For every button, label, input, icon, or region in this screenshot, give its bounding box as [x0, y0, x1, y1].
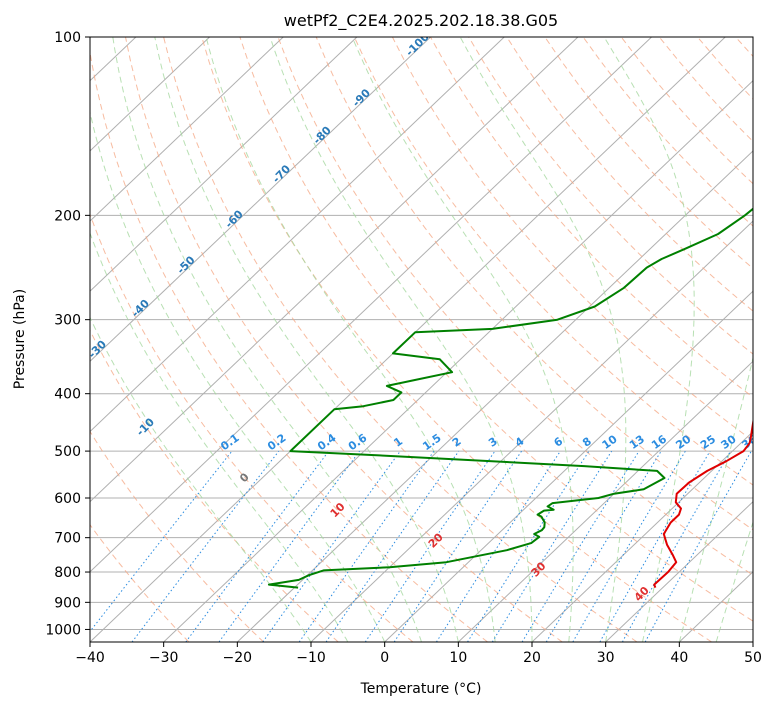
isotherm	[384, 290, 753, 642]
y-tick-label: 900	[54, 595, 81, 611]
dewpoint-profile-line	[267, 207, 753, 589]
isotherm	[90, 37, 579, 503]
dry-adiabat	[430, 37, 753, 398]
y-tick-label: 100	[54, 30, 81, 46]
x-axis-label: Temperature (°C)	[360, 681, 482, 697]
moist-adiabat	[205, 37, 496, 642]
isotherm	[90, 37, 505, 433]
mixing-ratio-line	[218, 450, 361, 642]
y-tick-label: 600	[54, 491, 81, 507]
x-axis: −40 −30 −20 −10 0 10 20 30 40 50	[75, 642, 762, 666]
mixing-ratio-line	[298, 450, 435, 642]
moist-adiabat	[154, 37, 459, 642]
mixing-ratio-line	[364, 450, 496, 642]
y-axis-label: Pressure (hPa)	[12, 289, 28, 389]
isotherm	[236, 150, 753, 642]
y-axis: 100 200 300 400 500 600 700 800 900 1000	[45, 30, 90, 638]
isotherm	[90, 37, 652, 573]
moist-adiabat	[459, 37, 627, 642]
x-tick-label: 0	[380, 650, 389, 666]
dry-adiabat	[391, 37, 753, 442]
moist-adiabat	[603, 37, 695, 642]
mixing-ratio-line	[621, 450, 732, 642]
plot-area	[90, 37, 753, 642]
y-tick-label: 200	[54, 208, 81, 224]
mixing-ratio-line	[467, 450, 590, 642]
x-tick-label: −40	[75, 650, 105, 666]
plot-frame	[89, 36, 754, 643]
temperature-profile-line	[653, 417, 753, 588]
dry-adiabat	[163, 37, 638, 642]
y-tick-label: 400	[54, 387, 81, 403]
moist-adiabat	[90, 316, 312, 642]
x-tick-label: −20	[223, 650, 253, 666]
moist-adiabat	[678, 355, 753, 642]
dry-adiabat	[201, 37, 712, 642]
x-tick-label: 50	[744, 650, 762, 666]
chart-title: wetPf2_C2E4.2025.202.18.38.G05	[284, 11, 558, 31]
isotherm	[90, 37, 210, 152]
mixing-ratio-line	[325, 450, 460, 642]
isotherm	[531, 430, 753, 642]
y-tick-label: 1000	[45, 622, 81, 638]
moist-adiabat	[112, 37, 422, 642]
isotherm	[163, 80, 753, 642]
dry-adiabat	[90, 212, 414, 642]
dry-adiabat	[90, 49, 488, 642]
x-tick-label: −30	[149, 650, 179, 666]
x-tick-label: −10	[296, 650, 326, 666]
moist-adiabat	[715, 520, 753, 642]
dry-adiabat	[125, 37, 563, 642]
moist-adiabat	[269, 37, 533, 642]
x-tick-label: 10	[449, 650, 467, 666]
isotherm	[457, 360, 753, 642]
mixing-ratio-line	[262, 450, 401, 642]
moist-adiabat	[351, 37, 574, 642]
y-tick-label: 800	[54, 565, 81, 581]
mixing-ratio-line	[185, 450, 330, 642]
isotherm	[90, 37, 358, 292]
isotherm	[90, 37, 284, 222]
y-tick-label: 700	[54, 531, 81, 547]
isotherm	[605, 500, 753, 642]
profile-lines	[267, 207, 753, 589]
dry-adiabat	[315, 37, 753, 531]
mixing-ratio-line	[393, 450, 523, 642]
dry-adiabat	[353, 37, 753, 486]
isotherm	[310, 220, 753, 642]
mixing-ratio-line	[435, 450, 561, 642]
y-tick-label: 500	[54, 444, 81, 460]
dry-adiabat	[90, 329, 339, 642]
isotherm	[90, 37, 431, 363]
x-tick-label: 40	[670, 650, 688, 666]
dry-adiabat	[506, 37, 753, 312]
x-tick-label: 20	[523, 650, 541, 666]
dry-adiabat	[468, 37, 753, 355]
x-tick-label: 30	[597, 650, 615, 666]
y-tick-label: 300	[54, 313, 81, 329]
mixing-ratio-line	[644, 450, 752, 642]
moist-adiabat	[90, 231, 349, 642]
dry-adiabat	[277, 37, 753, 576]
